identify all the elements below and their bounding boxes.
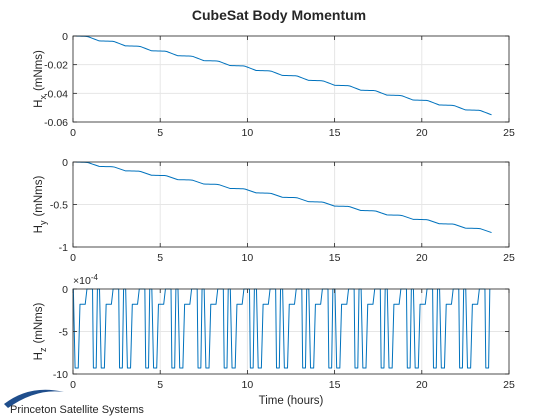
x-tick-label: 20	[416, 252, 428, 264]
axes-box	[72, 35, 510, 123]
y-axis-label-main: H	[33, 352, 45, 360]
x-tick-label: 15	[329, 379, 341, 391]
y-tick-label: -0.04	[44, 88, 68, 100]
x-tick-label: 0	[70, 252, 76, 264]
y-axis-label: Hz (mNms)	[33, 302, 48, 360]
y-axis-label-subscript: x	[38, 95, 48, 100]
y-tick-label: 0	[62, 31, 68, 43]
y-tick-label: -0.02	[44, 60, 68, 72]
x-tick-label: 25	[503, 379, 515, 391]
y-tick-label: 0	[62, 284, 68, 296]
x-tick-label: 0	[70, 127, 76, 139]
y-exponent-power: -4	[91, 273, 99, 282]
y-axis-label-unit: (mNms)	[33, 50, 45, 91]
y-tick-label: 0	[62, 157, 68, 169]
figure-title: CubeSat Body Momentum	[192, 7, 366, 23]
x-tick-label: 20	[416, 379, 428, 391]
y-axis-label-subscript: y	[38, 220, 48, 225]
axes-hz: 0 5 10 15 20 25 -10 -5 0 Hz (mNms) ×10-4 Time (hours…	[33, 273, 515, 407]
y-axis-label: Hx (mNms)	[33, 50, 48, 108]
y-tick-label: -1	[59, 242, 68, 254]
x-axis-label: Time (hours)	[259, 395, 324, 407]
y-exponent-label: ×10-4	[73, 273, 98, 287]
y-tick-label: -0.06	[44, 117, 68, 129]
y-tick-label: -10	[53, 369, 68, 381]
axes-hy: 0 5 10 15 20 25 -1 -0.5 0 Hy (mNms)	[33, 157, 515, 264]
y-axis-label: Hy (mNms)	[33, 175, 48, 233]
x-tick-label: 10	[242, 127, 254, 139]
x-tick-label: 5	[157, 379, 163, 391]
x-tick-label: 20	[416, 127, 428, 139]
x-tick-label: 10	[242, 379, 254, 391]
y-axis-label-unit: (mNms)	[33, 175, 45, 216]
x-tick-label: 10	[242, 252, 254, 264]
logo-text: Princeton Satellite Systems	[10, 404, 144, 416]
x-tick-label: 5	[157, 127, 163, 139]
company-logo: Princeton Satellite Systems	[4, 389, 144, 416]
x-tick-label: 15	[329, 252, 341, 264]
x-tick-label: 15	[329, 127, 341, 139]
y-tick-label: -0.5	[50, 200, 68, 212]
x-tick-label: 25	[503, 252, 515, 264]
y-axis-label-main: H	[33, 100, 45, 108]
plot-area	[73, 36, 509, 122]
y-tick-label: -5	[59, 327, 68, 339]
axes-hx: 0 5 10 15 20 25 -0.06 -0.04 -0.02 0 Hx (mNms)	[33, 31, 515, 139]
series-line-hy	[72, 161, 492, 234]
x-tick-label: 25	[503, 127, 515, 139]
y-axis-label-subscript: z	[38, 347, 48, 352]
y-exponent-base: ×10	[73, 275, 91, 287]
x-tick-label: 0	[70, 379, 76, 391]
y-axis-label-unit: (mNms)	[33, 302, 45, 343]
y-axis-label-main: H	[33, 225, 45, 233]
series-line-hx	[72, 35, 492, 116]
logo-swoosh-icon	[4, 389, 64, 408]
x-tick-label: 5	[157, 252, 163, 264]
